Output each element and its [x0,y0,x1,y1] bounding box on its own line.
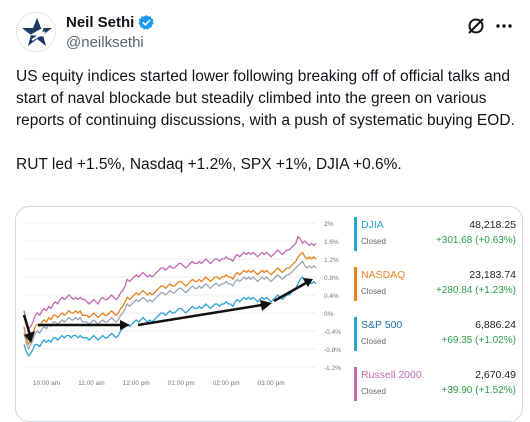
x-tick-label: 02:00 pm [213,380,240,387]
legend-value: 23,183.74 [469,269,516,281]
legend-name: Russell 2000 [361,369,422,381]
x-tick-label: 11:00 am [78,380,105,387]
chart-x-axis: 10:00 am 11:00 am 12:00 pm 01:00 pm 02:00 pm… [33,380,285,387]
legend-item-djia: DJIA Closed 48,218.25 +301.68 (+0.63%) [354,215,518,255]
legend-color-djia [354,217,357,251]
late-rise-arrow-head [303,278,313,287]
x-tick-label: 03:00 pm [258,380,285,387]
series-line-nasdaq [23,251,317,346]
y-tick-label: 1.6% [324,239,339,246]
tweet-text: US equity indices started lower followin… [16,66,516,176]
legend-item-russell: Russell 2000 Closed 2,670.49 +39.90 (+1.… [354,365,518,405]
chart-series [23,235,317,357]
index-line-chart: 2% 1.6% 1.2% 0.8% 0.4% 0% -0.4% -0.8% -1.2% 10:0… [22,221,341,387]
avatar[interactable] [16,12,56,52]
y-tick-label: -0.8% [324,347,341,354]
flat-arrow-head [120,320,130,330]
legend-change: +301.68 (+0.63%) [435,235,516,246]
legend-name: DJIA [361,219,384,231]
tweet-paragraph-1: US equity indices started lower followin… [16,68,515,129]
legend-change: +69.35 (+1.02%) [441,335,517,346]
tweet-header: Neil Sethi @neilksethi [16,12,514,56]
legend-item-sp500: S&P 500 Closed 6,886.24 +69.35 (+1.02%) [354,315,518,355]
tweet-paragraph-2: RUT led +1.5%, Nasdaq +1.2%, SPX +1%, DJ… [16,156,402,173]
series-line-s-p-500 [23,260,317,350]
legend-value: 2,670.49 [475,369,516,381]
y-tick-label: 0% [324,311,334,318]
y-tick-label: 1.2% [324,257,339,264]
handle[interactable]: @neilksethi [66,34,144,51]
legend-status: Closed [361,337,386,346]
legend-status: Closed [361,287,386,296]
y-tick-label: -1.2% [324,365,341,372]
grok-icon[interactable] [466,16,486,36]
name-row: Neil Sethi [66,14,155,31]
chart-image[interactable]: 2% 1.6% 1.2% 0.8% 0.4% 0% -0.4% -0.8% -1.2% 10:0… [15,206,523,422]
series-line-russell-2000 [23,235,317,330]
y-tick-label: 0.4% [324,293,339,300]
legend-change: +39.90 (+1.52%) [441,385,517,396]
verified-badge-icon [138,15,155,30]
series-line-djia [23,276,317,357]
legend-color-nasdaq [354,267,357,301]
legend-value: 48,218.25 [469,219,516,231]
late-rise-arrow-annotation [273,281,307,303]
y-tick-label: 0.8% [324,275,339,282]
legend-change: +280.84 (+1.23%) [435,285,516,296]
legend-name: S&P 500 [361,319,403,331]
rise-arrow-annotation [137,303,263,327]
rise-arrow-head [260,300,272,311]
x-tick-label: 10:00 am [33,380,60,387]
x-tick-label: 01:00 pm [168,380,195,387]
x-tick-label: 12:00 pm [123,380,150,387]
legend-item-nasdaq: NASDAQ Closed 23,183.74 +280.84 (+1.23%) [354,265,518,305]
more-options-icon[interactable] [494,16,514,36]
down-arrow-head [24,331,35,343]
down-arrow-annotation [22,314,32,336]
legend-color-russell [354,367,357,401]
chart-y-axis: 2% 1.6% 1.2% 0.8% 0.4% 0% -0.4% -0.8% -1.2% [324,221,341,372]
star-logo-icon [18,14,55,51]
display-name[interactable]: Neil Sethi [66,14,135,31]
legend-value: 6,886.24 [475,319,516,331]
chart-grid [24,222,316,368]
legend-color-sp500 [354,317,357,351]
chart-annotations [22,278,313,343]
legend-status: Closed [361,237,386,246]
legend-name: NASDAQ [361,269,406,281]
y-tick-label: -0.4% [324,329,341,336]
y-tick-label: 2% [324,221,334,228]
legend-status: Closed [361,387,386,396]
